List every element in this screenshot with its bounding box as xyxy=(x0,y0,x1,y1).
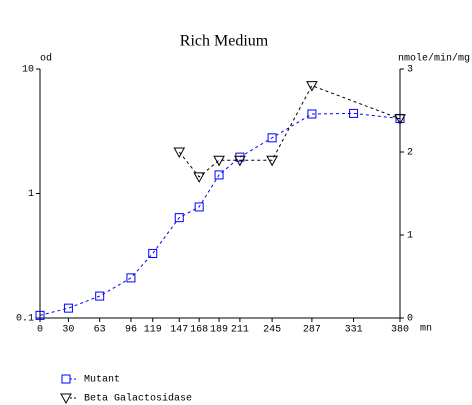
y2-axis-label: nmole/min/mg xyxy=(398,53,470,65)
marker xyxy=(266,155,278,167)
marker xyxy=(193,172,206,183)
x-tick-label: 331 xyxy=(345,325,363,336)
x-tick-label: 211 xyxy=(231,325,249,336)
marker xyxy=(234,155,246,167)
marker xyxy=(267,133,277,143)
y-tick-label: 10 xyxy=(22,65,34,76)
marker xyxy=(148,248,158,258)
x-tick-label: 189 xyxy=(210,325,228,336)
legend-label: Mutant xyxy=(84,375,120,386)
y-axis-label: od xyxy=(40,53,52,65)
legend-marker xyxy=(60,393,72,405)
marker xyxy=(35,310,45,320)
y-tick-label: 1 xyxy=(28,189,34,200)
x-tick-label: 0 xyxy=(37,325,43,336)
x-tick-label: 287 xyxy=(303,325,321,336)
x-tick-label: 30 xyxy=(62,325,74,336)
chart-title: Rich Medium xyxy=(180,33,269,50)
y2-tick-label: 1 xyxy=(407,231,413,242)
marker xyxy=(394,114,406,125)
series-line xyxy=(39,112,401,316)
y2-tick-label: 2 xyxy=(407,148,413,159)
marker xyxy=(174,213,184,223)
x-tick-label: 245 xyxy=(263,325,281,336)
legend-label: Beta Galactosidase xyxy=(84,393,192,405)
marker xyxy=(349,108,359,118)
marker xyxy=(126,273,136,283)
marker xyxy=(306,81,318,92)
x-axis-label: mn xyxy=(420,324,432,335)
y2-tick-label: 0 xyxy=(407,314,413,325)
x-tick-label: 147 xyxy=(170,325,188,336)
marker xyxy=(173,147,186,159)
marker xyxy=(307,109,317,119)
x-tick-label: 96 xyxy=(125,325,137,336)
legend-marker xyxy=(61,374,71,384)
marker xyxy=(63,303,73,313)
marker xyxy=(95,291,105,301)
marker xyxy=(214,170,224,180)
x-tick-label: 63 xyxy=(94,325,106,336)
x-tick-label: 168 xyxy=(190,325,208,336)
marker xyxy=(213,155,225,167)
y-tick-label: 0.1 xyxy=(16,314,34,325)
x-tick-label: 380 xyxy=(391,325,409,336)
y2-tick-label: 3 xyxy=(407,65,413,76)
x-tick-label: 119 xyxy=(144,325,162,336)
marker xyxy=(194,202,204,212)
series-line xyxy=(178,84,401,178)
